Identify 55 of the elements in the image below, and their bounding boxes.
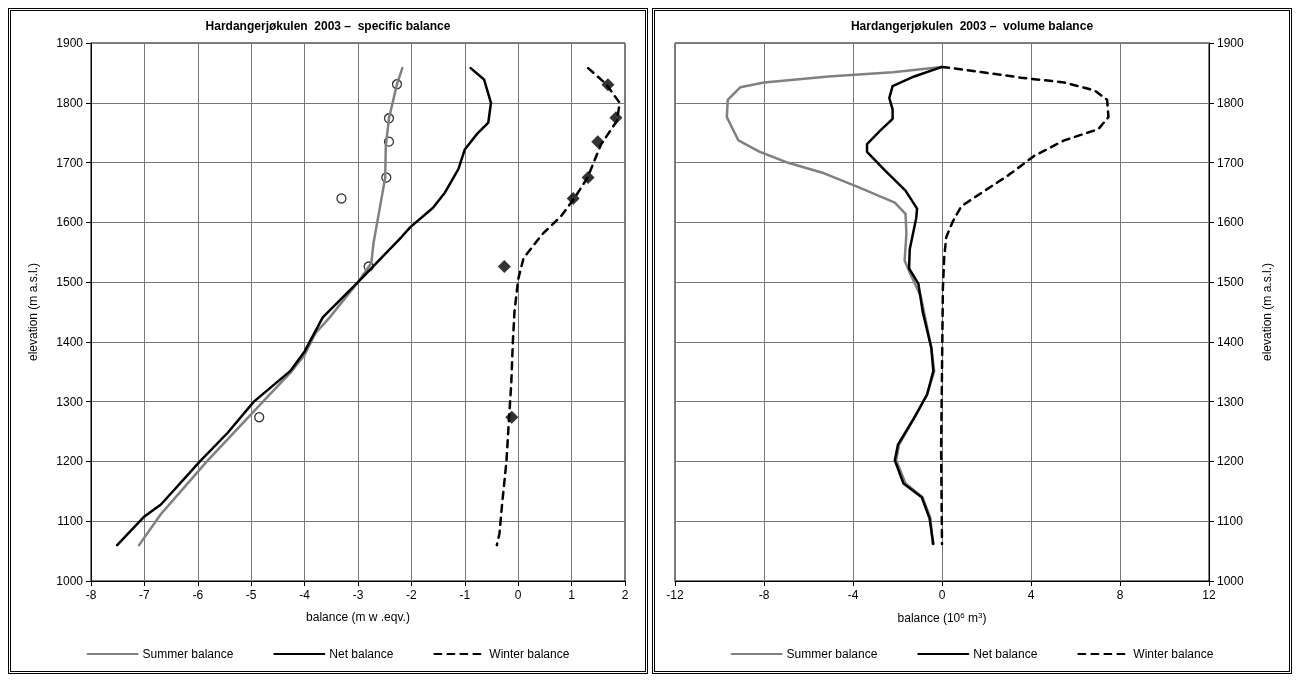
x-tick-label: -4	[847, 588, 859, 602]
y2-tick-label: 1700	[1217, 155, 1245, 170]
x-tick-label: -6	[192, 588, 204, 602]
chart-title: Hardangerjøkulen 2003 – specific balance	[205, 19, 451, 33]
y-tick-label: 1900	[56, 36, 84, 50]
y-axis-title: elevation (m a.s.l.)	[26, 262, 40, 362]
y-tick-label: 1000	[56, 574, 84, 588]
point	[591, 135, 605, 149]
x-tick-label: 8	[1116, 588, 1124, 602]
y2-tick-label: 1500	[1217, 275, 1245, 290]
y-tick-label: 1100	[57, 514, 84, 529]
x-tick-label: -12	[666, 588, 684, 602]
point	[336, 193, 347, 204]
y2-axis-title: elevation (m a.s.l.)	[1260, 262, 1274, 362]
y-tick-label: 1700	[56, 155, 84, 170]
x-tick-label: -2	[406, 588, 418, 602]
x-tick-label: 0	[938, 588, 946, 602]
y2-tick-label: 1400	[1217, 334, 1245, 349]
legend-label: Winter balance	[489, 647, 570, 661]
legend-label: Net balance	[329, 647, 394, 661]
x-tick-label: -5	[245, 588, 257, 602]
y-tick-label: 1400	[56, 334, 84, 349]
y-tick-label: 1600	[56, 215, 84, 230]
x-tick-label: -4	[299, 588, 311, 602]
y-tick-label: 1200	[56, 454, 84, 469]
y-tick-label: 1300	[56, 394, 84, 409]
y2-tick-label: 1800	[1217, 95, 1245, 110]
y2-tick-label: 1000	[1217, 574, 1245, 588]
y2-tick-label: 1300	[1217, 394, 1245, 409]
x-tick-label: -3	[352, 588, 364, 602]
x-tick-label: 12	[1202, 588, 1216, 602]
x-tick-label: 4	[1027, 588, 1035, 602]
y2-tick-label: 1600	[1217, 215, 1245, 230]
x-axis-title: balance (m w .eqv.)	[306, 610, 410, 624]
y2-tick-label: 1200	[1217, 454, 1245, 469]
x-tick-label: -7	[139, 588, 151, 602]
y-tick-label: 1800	[56, 95, 84, 110]
x-tick-label: 2	[621, 588, 629, 602]
point	[254, 412, 265, 423]
y2-tick-label: 1100	[1217, 514, 1244, 529]
legend-label: Summer balance	[786, 647, 878, 661]
legend-label: Winter balance	[1133, 647, 1214, 661]
line-series	[115, 66, 493, 547]
x-tick-label: 1	[568, 588, 576, 602]
legend-label: Summer balance	[142, 647, 234, 661]
x-tick-label: -8	[85, 588, 97, 602]
chart-title: Hardangerjøkulen 2003 – volume balance	[850, 19, 1094, 33]
line-series	[495, 66, 621, 547]
legend-label: Net balance	[973, 647, 1038, 661]
x-tick-label: 0	[514, 588, 522, 602]
x-tick-label: -8	[758, 588, 770, 602]
y-tick-label: 1500	[56, 275, 84, 290]
point	[497, 260, 511, 274]
x-tick-label: -1	[459, 588, 471, 602]
y2-tick-label: 1900	[1217, 36, 1245, 50]
